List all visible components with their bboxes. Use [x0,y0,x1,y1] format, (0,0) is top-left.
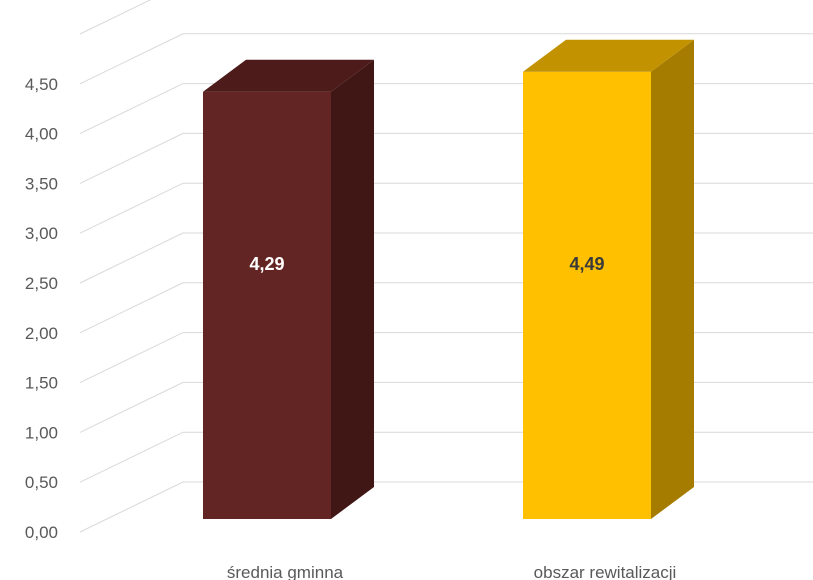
gridlines [79,0,813,533]
gridline-1 [79,431,813,483]
data-labels: 4,29 4,49 [249,254,604,274]
y-tick-label: 1,50 [25,374,58,393]
x-category-label: obszar rewitalizacji [534,563,677,580]
bar-obszar-rewitalizacji [523,39,694,520]
gridline-7 [79,132,813,184]
bar-srednia-gminna [203,59,374,519]
y-tick-label: 3,50 [25,174,58,193]
y-tick-label: 3,00 [25,224,58,243]
y-tick-label: 2,50 [25,274,58,293]
bar-top-face [523,39,694,72]
y-axis-tick-labels: 0,00 0,50 1,00 1,50 2,00 2,50 3,00 3,50 4,00 4,50 [25,75,58,542]
gridline-9 [79,33,813,85]
data-label: 4,29 [249,254,284,274]
x-axis-category-labels: średnia gminna obszar rewitalizacji [227,563,676,580]
y-tick-label: 0,50 [25,473,58,492]
gridline-6 [79,182,813,234]
y-tick-label: 4,00 [25,125,58,144]
gridline-5 [79,232,813,284]
gridline-4 [79,282,813,334]
bar-top-face [203,59,374,92]
data-label: 4,49 [569,254,604,274]
gridline-8 [79,83,813,135]
y-tick-label: 1,00 [25,423,58,442]
gridline-10 [79,0,152,35]
bar-side-face [331,59,374,519]
y-tick-label: 0,00 [25,523,58,542]
y-tick-label: 2,00 [25,324,58,343]
bar-front-face [203,91,331,519]
y-tick-label: 4,50 [25,75,58,94]
bars [203,39,694,520]
gridline-2 [79,381,813,433]
x-category-label: średnia gminna [227,563,344,580]
gridline-0 [79,481,813,533]
bar-side-face [651,39,694,520]
gridline-3 [79,332,813,384]
bar-front-face [523,71,651,520]
